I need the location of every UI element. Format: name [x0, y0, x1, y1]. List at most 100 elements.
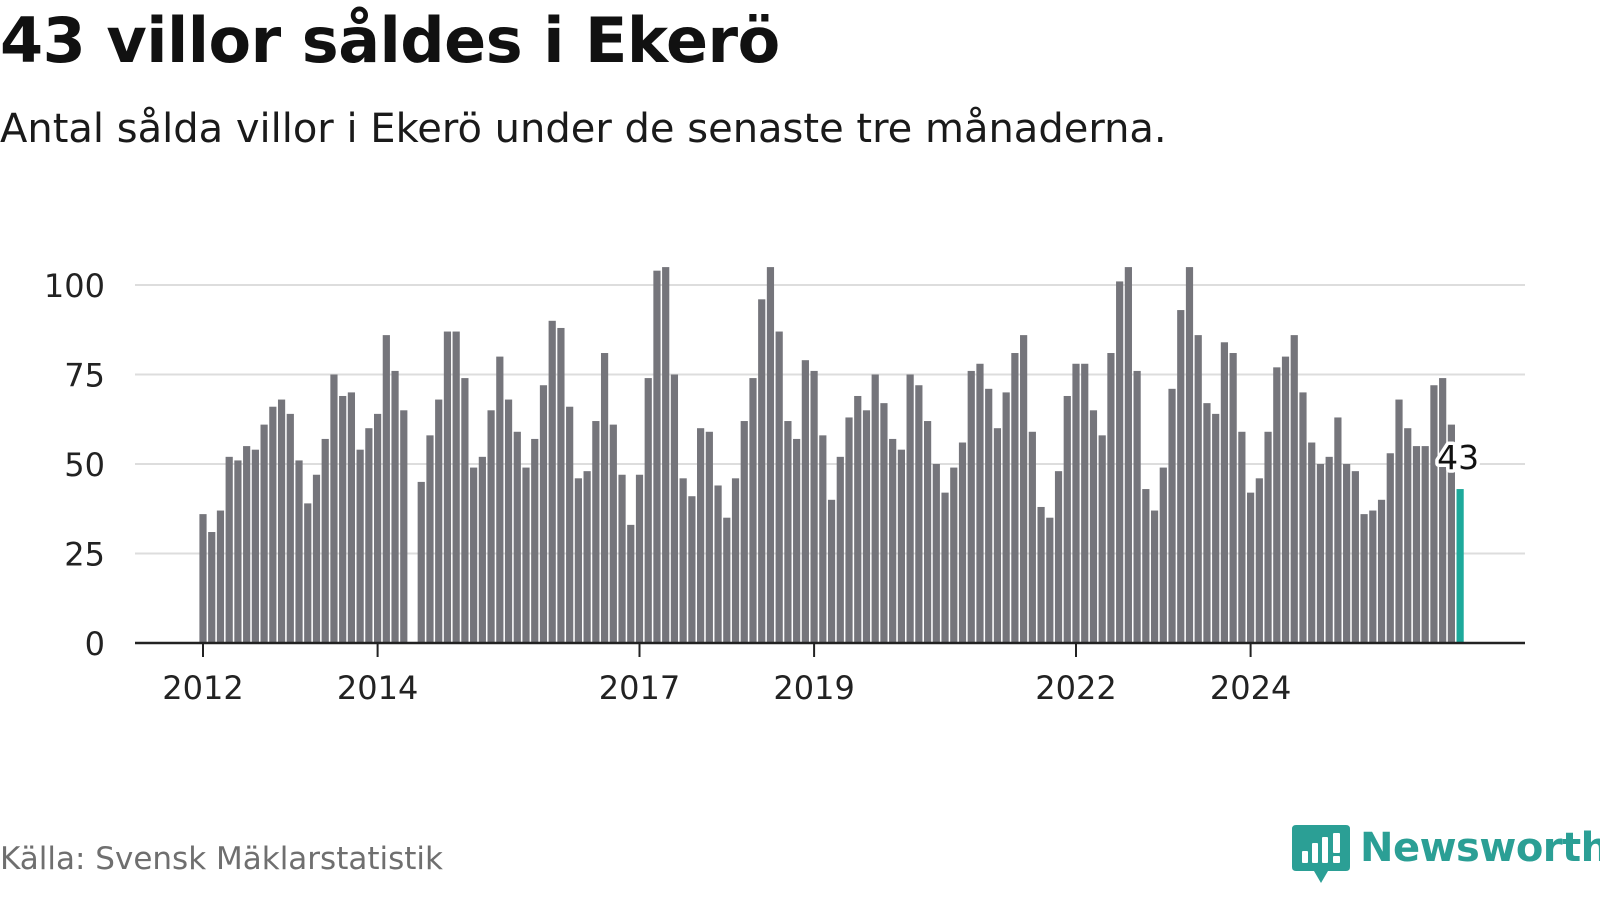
bar [208, 532, 216, 643]
x-tick-label: 2022 [1035, 669, 1116, 707]
bar [1343, 464, 1351, 643]
highlighted-bar [1456, 489, 1464, 643]
bar [277, 399, 286, 643]
x-tick-label: 2024 [1210, 669, 1291, 707]
bar [234, 460, 242, 643]
bar [1325, 456, 1333, 643]
bar [1412, 446, 1421, 643]
bar [566, 406, 574, 643]
bar [1203, 403, 1211, 643]
bar [1054, 471, 1063, 643]
bar [1264, 431, 1272, 643]
bar [1281, 356, 1290, 643]
bar [1177, 310, 1185, 643]
bar [775, 331, 783, 643]
bar [967, 370, 975, 643]
bar [1421, 446, 1429, 643]
bar [653, 270, 661, 643]
bar [400, 410, 408, 643]
bar [295, 460, 303, 643]
bar [1369, 510, 1377, 643]
bar [679, 478, 687, 643]
bar [382, 335, 390, 643]
bar [583, 471, 591, 643]
y-tick-label: 50 [64, 446, 105, 484]
bar [958, 442, 967, 643]
bar [1133, 370, 1141, 643]
bar [644, 378, 652, 643]
bar [478, 456, 486, 643]
bar [391, 370, 399, 643]
bar [365, 428, 373, 643]
bar [461, 378, 469, 643]
bar [976, 363, 984, 643]
brand-name: Newsworthy [1360, 825, 1600, 871]
chart-subtitle: Antal sålda villor i Ekerö under de sena… [0, 106, 1167, 152]
bar [941, 492, 949, 643]
y-tick-label: 100 [44, 267, 105, 305]
bar [1159, 467, 1167, 643]
bar [443, 331, 452, 643]
bar [487, 410, 495, 643]
bar [286, 413, 294, 643]
bar [251, 449, 259, 643]
y-tick-label: 75 [64, 357, 105, 395]
bar [452, 331, 460, 643]
bar [1238, 431, 1246, 643]
bar [1290, 335, 1298, 643]
bar [600, 353, 609, 643]
bar [199, 514, 207, 643]
bar [374, 413, 382, 643]
bar [915, 385, 923, 643]
bar [417, 481, 425, 643]
bar [862, 410, 871, 643]
bar [1063, 395, 1071, 643]
bar [304, 503, 312, 643]
bar [592, 421, 600, 643]
bar [985, 388, 993, 643]
bar [260, 424, 268, 643]
bar [1334, 417, 1342, 643]
bar [1037, 506, 1045, 643]
bar [723, 517, 731, 643]
bar [1360, 514, 1368, 643]
x-tick-label: 2012 [162, 669, 243, 707]
bar [697, 428, 705, 643]
bar [1020, 335, 1028, 643]
bar [216, 510, 225, 643]
bar [854, 395, 862, 643]
bar [496, 356, 504, 643]
bar [522, 467, 530, 643]
bar [609, 424, 617, 643]
bar [635, 474, 644, 643]
bar [1247, 492, 1255, 643]
bar [1072, 363, 1080, 643]
bar [1098, 435, 1106, 643]
bar [470, 467, 478, 643]
bar [758, 299, 766, 643]
bar [993, 428, 1002, 643]
bar [1299, 392, 1307, 643]
bar [889, 438, 897, 643]
newsworthy-brand[interactable]: Newsworthy [1290, 823, 1600, 893]
bar [1308, 442, 1316, 643]
bar [705, 431, 713, 643]
x-tick-label: 2017 [599, 669, 680, 707]
bar [1107, 353, 1115, 643]
bar [1081, 363, 1089, 643]
source-note: Källa: Svensk Mäklarstatistik [0, 841, 443, 877]
bar [225, 456, 233, 643]
bar [1439, 378, 1447, 643]
bar [801, 360, 809, 643]
bar [1168, 388, 1176, 643]
bar [435, 399, 443, 643]
bar [347, 392, 356, 643]
bar [1028, 431, 1036, 643]
bar [1447, 424, 1455, 643]
bar [1395, 399, 1403, 643]
bar [819, 435, 827, 643]
highlight-value-halo: 43 [1437, 438, 1479, 477]
bar [243, 446, 251, 643]
bar [1194, 335, 1202, 643]
